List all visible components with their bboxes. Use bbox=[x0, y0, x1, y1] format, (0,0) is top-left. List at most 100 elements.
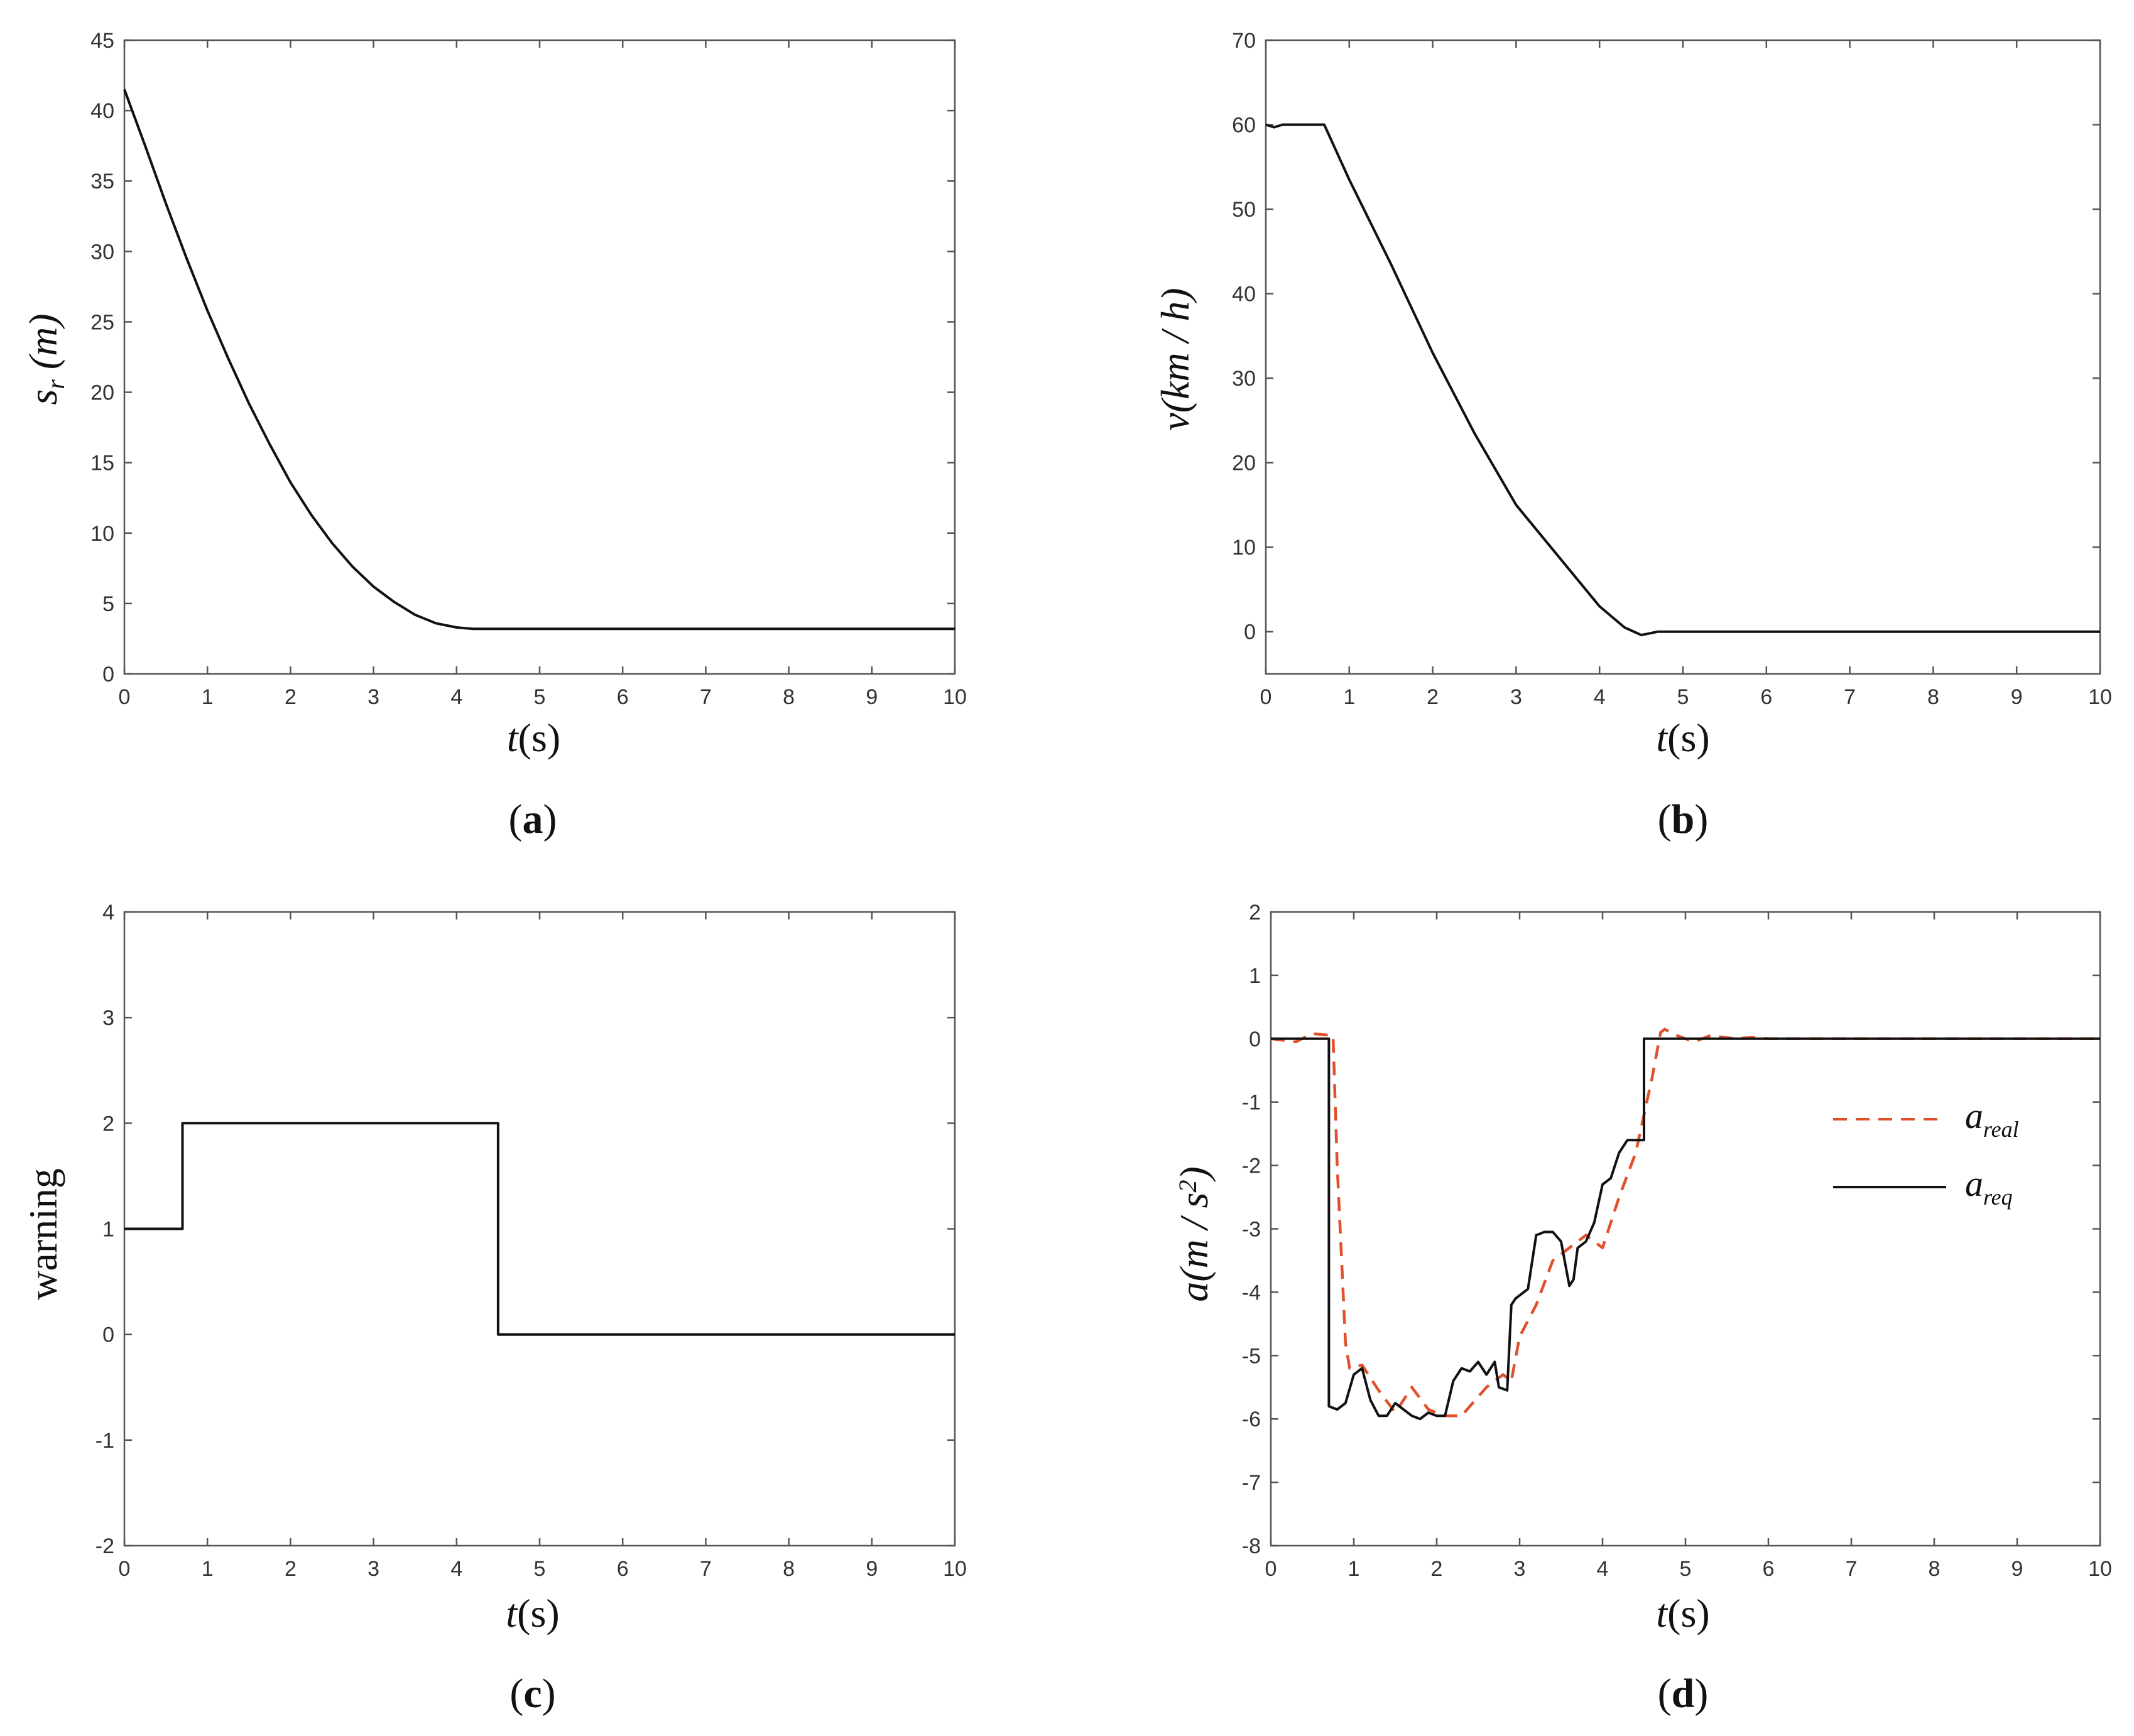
x-axis-title: t(s) bbox=[1656, 1591, 1709, 1636]
x-tick-label: 0 bbox=[119, 1557, 131, 1581]
plot-frame bbox=[123, 39, 956, 675]
x-tick-label: 9 bbox=[866, 1557, 878, 1581]
x-tick-label: 2 bbox=[1427, 685, 1439, 709]
y-tick-label: 5 bbox=[102, 592, 114, 616]
y-tick-label: 20 bbox=[1232, 452, 1256, 475]
y-tick-label: 30 bbox=[90, 240, 114, 264]
x-tick-label: 5 bbox=[1677, 685, 1689, 709]
series-line-a_req bbox=[1271, 1037, 2100, 1421]
y-tick-label: 15 bbox=[90, 452, 114, 475]
series-line-a_real bbox=[1270, 1028, 2100, 1418]
y-axis-title: a(m / s2) bbox=[1172, 1166, 1216, 1302]
x-tick-label: 2 bbox=[285, 685, 297, 709]
plot-frame bbox=[123, 911, 956, 1547]
legend-label-a_req: areq bbox=[1965, 1163, 2013, 1210]
y-tick-label: 0 bbox=[102, 663, 114, 686]
x-tick-label: 5 bbox=[1680, 1557, 1692, 1581]
x-tick-label: 7 bbox=[1844, 685, 1856, 709]
x-axis-title: t(s) bbox=[506, 1591, 559, 1636]
x-tick-label: 1 bbox=[202, 1557, 214, 1581]
y-tick-label: -8 bbox=[1242, 1534, 1261, 1558]
plot-frame bbox=[1265, 39, 2101, 675]
x-tick-label: 3 bbox=[1510, 685, 1522, 709]
x-tick-label: 0 bbox=[1260, 685, 1272, 709]
x-tick-label: 6 bbox=[1763, 1557, 1775, 1581]
x-tick-label: 10 bbox=[943, 685, 967, 709]
y-tick-label: 1 bbox=[102, 1218, 114, 1242]
y-tick-label: -2 bbox=[1242, 1154, 1261, 1178]
y-tick-label: -1 bbox=[1242, 1091, 1261, 1115]
x-tick-label: 2 bbox=[1431, 1557, 1443, 1581]
y-tick-label: 10 bbox=[90, 522, 114, 546]
y-tick-label: 2 bbox=[102, 1112, 114, 1136]
x-tick-label: 6 bbox=[617, 1557, 629, 1581]
x-axis-title: t(s) bbox=[507, 715, 560, 760]
y-tick-label: -5 bbox=[1242, 1344, 1261, 1368]
x-tick-label: 6 bbox=[1760, 685, 1772, 709]
chart-panel-c: 0 1 2 3 4 5 6 7 8 9 10 -2 -1 0 1 2 3 4 t(s) warning (c) bbox=[21, 901, 967, 1717]
panel-caption: (a) bbox=[509, 796, 557, 842]
x-tick-label: 10 bbox=[2088, 1557, 2112, 1581]
y-tick-label: 3 bbox=[102, 1006, 114, 1030]
y-tick-label: 0 bbox=[1244, 621, 1256, 644]
x-tick-label: 9 bbox=[866, 685, 878, 709]
x-tick-label: 10 bbox=[943, 1557, 967, 1581]
y-axis-title: warning bbox=[21, 1168, 65, 1300]
x-tick-label: 3 bbox=[367, 1557, 379, 1581]
y-tick-label: 40 bbox=[1232, 283, 1256, 307]
y-tick-label: 35 bbox=[90, 170, 114, 193]
x-tick-label: 1 bbox=[202, 685, 214, 709]
y-tick-label: 50 bbox=[1232, 198, 1256, 222]
plot-frame bbox=[1270, 911, 2101, 1547]
y-tick-label: 70 bbox=[1232, 29, 1256, 53]
legend-label-a_real: areal bbox=[1965, 1095, 2019, 1142]
x-tick-label: 0 bbox=[119, 685, 131, 709]
x-tick-label: 5 bbox=[534, 685, 546, 709]
x-tick-label: 0 bbox=[1265, 1557, 1277, 1581]
x-tick-label: 1 bbox=[1343, 685, 1355, 709]
y-axis-title: v(km / h) bbox=[1153, 288, 1197, 430]
x-tick-label: 4 bbox=[450, 1557, 462, 1581]
y-tick-label: -7 bbox=[1242, 1471, 1261, 1495]
y-tick-label: 0 bbox=[1249, 1028, 1261, 1051]
y-tick-label: -4 bbox=[1242, 1281, 1261, 1305]
x-tick-label: 10 bbox=[2088, 685, 2112, 709]
chart-panel-b: 0 1 2 3 4 5 6 7 8 9 10 0 10 20 30 40 50 60 70 t(s) v(km / h)… bbox=[1153, 29, 2112, 842]
y-tick-label: 10 bbox=[1232, 536, 1256, 560]
y-tick-label: 45 bbox=[90, 29, 114, 53]
y-tick-label: 60 bbox=[1232, 114, 1256, 138]
y-tick-label: 0 bbox=[102, 1323, 114, 1347]
y-tick-label: 2 bbox=[1249, 901, 1261, 925]
x-tick-label: 7 bbox=[700, 685, 712, 709]
y-tick-label: -3 bbox=[1242, 1218, 1261, 1242]
y-tick-label: 40 bbox=[90, 99, 114, 123]
panel-caption: (d) bbox=[1658, 1671, 1709, 1717]
x-tick-label: 3 bbox=[367, 685, 379, 709]
x-tick-label: 7 bbox=[1846, 1557, 1858, 1581]
series-line-warning bbox=[124, 1122, 955, 1336]
panel-caption: (c) bbox=[509, 1671, 555, 1717]
y-tick-label: -6 bbox=[1242, 1408, 1261, 1431]
series-line-s_r bbox=[123, 89, 955, 631]
x-tick-label: 9 bbox=[2011, 685, 2023, 709]
x-tick-label: 3 bbox=[1514, 1557, 1526, 1581]
x-tick-label: 8 bbox=[783, 685, 795, 709]
y-axis-title: sr (m) bbox=[21, 313, 70, 404]
panel-caption: (b) bbox=[1658, 796, 1709, 842]
y-tick-label: -1 bbox=[95, 1429, 114, 1453]
x-tick-label: 4 bbox=[450, 685, 462, 709]
x-tick-label: 4 bbox=[1594, 685, 1606, 709]
x-tick-label: 9 bbox=[2012, 1557, 2023, 1581]
y-tick-label: 25 bbox=[90, 310, 114, 334]
y-tick-label: 4 bbox=[102, 901, 114, 925]
x-tick-label: 8 bbox=[783, 1557, 795, 1581]
x-tick-label: 4 bbox=[1597, 1557, 1609, 1581]
x-tick-label: 1 bbox=[1348, 1557, 1360, 1581]
chart-panel-d: 0 1 2 3 4 5 6 7 8 9 10 -8 -7 -6 -5 -4 -3 -2 -1 0 1 2 t(s) a(m /… bbox=[1172, 901, 2112, 1717]
x-tick-label: 6 bbox=[617, 685, 629, 709]
y-tick-label: 20 bbox=[90, 381, 114, 405]
x-tick-label: 2 bbox=[285, 1557, 297, 1581]
x-tick-label: 8 bbox=[1929, 1557, 1941, 1581]
